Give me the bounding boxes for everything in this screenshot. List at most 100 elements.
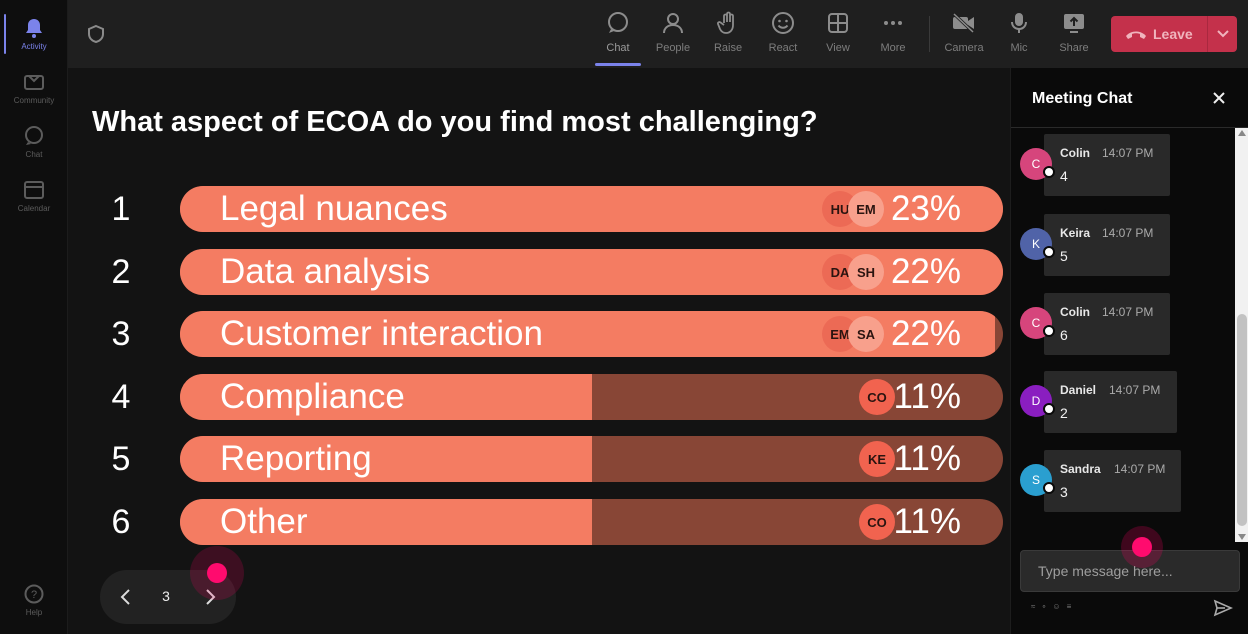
option-number: 5 <box>111 440 131 478</box>
message-timestamp: 14:07 PM <box>1102 226 1154 240</box>
message-text: 6 <box>1060 327 1068 343</box>
scrollbar-thumb[interactable] <box>1237 314 1247 526</box>
message-bubble: Colin 14:07 PM 4 <box>1044 134 1170 196</box>
rail-item-community[interactable]: Community <box>0 62 68 114</box>
toolbar-divider <box>929 16 930 52</box>
voter-avatar: CO <box>859 379 895 415</box>
message-bubble: Daniel 14:07 PM 2 <box>1044 371 1177 433</box>
leave-label: Leave <box>1153 26 1193 42</box>
chat-scrollbar[interactable] <box>1235 128 1248 542</box>
people-label: People <box>655 42 691 54</box>
presence-status-icon <box>1043 246 1055 258</box>
option-number: 1 <box>111 190 131 228</box>
react-button[interactable]: React <box>756 10 810 60</box>
format-toolbar: ≈ ∘ ☺ ≡ <box>1031 602 1071 611</box>
chevron-left-icon[interactable] <box>114 585 138 609</box>
option-result-bar: Reporting KE 11% <box>180 436 1003 482</box>
message-bubble: Sandra 14:07 PM 3 <box>1044 450 1181 512</box>
chat-icon <box>605 10 631 36</box>
attach-icon[interactable]: ∘ <box>1041 602 1047 611</box>
app-rail: Activity Community Chat Calendar ? Help <box>0 0 68 634</box>
rail-label: Community <box>13 96 55 105</box>
poll-option-row: 4 Compliance CO 11% <box>68 374 1010 420</box>
rail-item-activity[interactable]: Activity <box>0 8 68 60</box>
option-result-bar: Other CO 11% <box>180 499 1003 545</box>
pointer-indicator <box>1121 526 1163 568</box>
smiley-icon <box>770 10 796 36</box>
message-text: 3 <box>1060 484 1068 500</box>
poll-option-row: 2 Data analysis DA SH 22% <box>68 249 1010 295</box>
poll-stage: What aspect of ECOA do you find most cha… <box>68 68 1010 634</box>
scroll-up-arrow-icon[interactable] <box>1238 130 1246 136</box>
option-result-bar: Customer interaction EM SA 22% <box>180 311 1003 357</box>
close-icon[interactable] <box>1209 88 1229 108</box>
chat-icon <box>23 125 45 147</box>
microphone-icon <box>1006 10 1032 36</box>
camera-label: Camera <box>944 42 984 54</box>
format-icon[interactable]: ≈ <box>1031 602 1036 611</box>
presence-status-icon <box>1043 403 1055 415</box>
svg-text:?: ? <box>31 589 37 601</box>
message-text: 5 <box>1060 248 1068 264</box>
chevron-right-icon[interactable] <box>198 585 222 609</box>
rail-item-calendar[interactable]: Calendar <box>0 170 68 222</box>
list-icon[interactable]: ≡ <box>1066 602 1072 611</box>
message-text: 2 <box>1060 405 1068 421</box>
chat-button[interactable]: Chat <box>591 10 645 66</box>
poll-option-row: 1 Legal nuances HU EM 23% <box>68 186 1010 232</box>
hand-icon <box>715 10 741 36</box>
rail-item-help[interactable]: ? Help <box>0 574 68 626</box>
option-number: 6 <box>111 503 131 541</box>
chevron-down-icon[interactable] <box>1207 16 1237 52</box>
message-timestamp: 14:07 PM <box>1109 383 1161 397</box>
camera-button[interactable]: Camera <box>937 10 991 60</box>
option-label: Compliance <box>220 377 405 416</box>
scroll-down-arrow-icon[interactable] <box>1238 534 1246 540</box>
sender-name: Daniel <box>1060 383 1097 397</box>
option-percentage: 22% <box>890 252 961 291</box>
poll-option-row: 6 Other CO 11% <box>68 499 1010 545</box>
more-label: More <box>880 42 906 54</box>
raise-label: Raise <box>713 42 743 54</box>
react-label: React <box>768 42 798 54</box>
chat-message: Sandra 14:07 PM 3 S <box>1011 448 1248 514</box>
chat-title: Meeting Chat <box>1032 90 1133 107</box>
option-result-bar: Compliance CO 11% <box>180 374 1003 420</box>
chat-label: Chat <box>606 42 630 54</box>
voter-avatar: EM <box>848 191 884 227</box>
rail-label: Help <box>25 608 43 617</box>
community-icon <box>23 71 45 93</box>
rail-item-chat[interactable]: Chat <box>0 116 68 168</box>
presence-status-icon <box>1043 482 1055 494</box>
message-input[interactable] <box>1020 550 1240 592</box>
mic-label: Mic <box>1010 42 1028 54</box>
leave-button[interactable]: Leave <box>1111 16 1237 52</box>
mic-button[interactable]: Mic <box>992 10 1046 60</box>
emoji-icon[interactable]: ☺ <box>1052 602 1061 611</box>
avatar[interactable]: C <box>1020 148 1052 180</box>
people-button[interactable]: People <box>646 10 700 60</box>
poll-option-row: 3 Customer interaction EM SA 22% <box>68 311 1010 357</box>
view-button[interactable]: View <box>811 10 865 60</box>
share-button[interactable]: Share <box>1047 10 1101 60</box>
chat-header: Meeting Chat <box>1011 68 1248 128</box>
more-button[interactable]: More <box>866 10 920 60</box>
sender-name: Colin <box>1060 305 1090 319</box>
voter-avatar: SA <box>848 316 884 352</box>
chat-message: Daniel 14:07 PM 2 D <box>1011 369 1248 435</box>
option-label: Data analysis <box>220 252 431 291</box>
meeting-toolbar: Chat People Raise React View More C <box>68 0 1248 68</box>
calendar-icon <box>23 179 45 201</box>
ellipsis-icon <box>880 10 906 36</box>
shield-icon[interactable] <box>86 24 106 44</box>
sender-name: Sandra <box>1060 462 1101 476</box>
voter-avatar: CO <box>859 504 895 540</box>
option-result-bar: Legal nuances HU EM 23% <box>180 186 1003 232</box>
raise-hand-button[interactable]: Raise <box>701 10 755 60</box>
view-label: View <box>826 42 850 54</box>
option-percentage: 23% <box>890 189 961 228</box>
share-screen-icon <box>1061 10 1087 36</box>
send-icon[interactable] <box>1213 598 1233 618</box>
option-percentage: 22% <box>890 314 961 353</box>
page-number: 3 <box>162 588 170 604</box>
